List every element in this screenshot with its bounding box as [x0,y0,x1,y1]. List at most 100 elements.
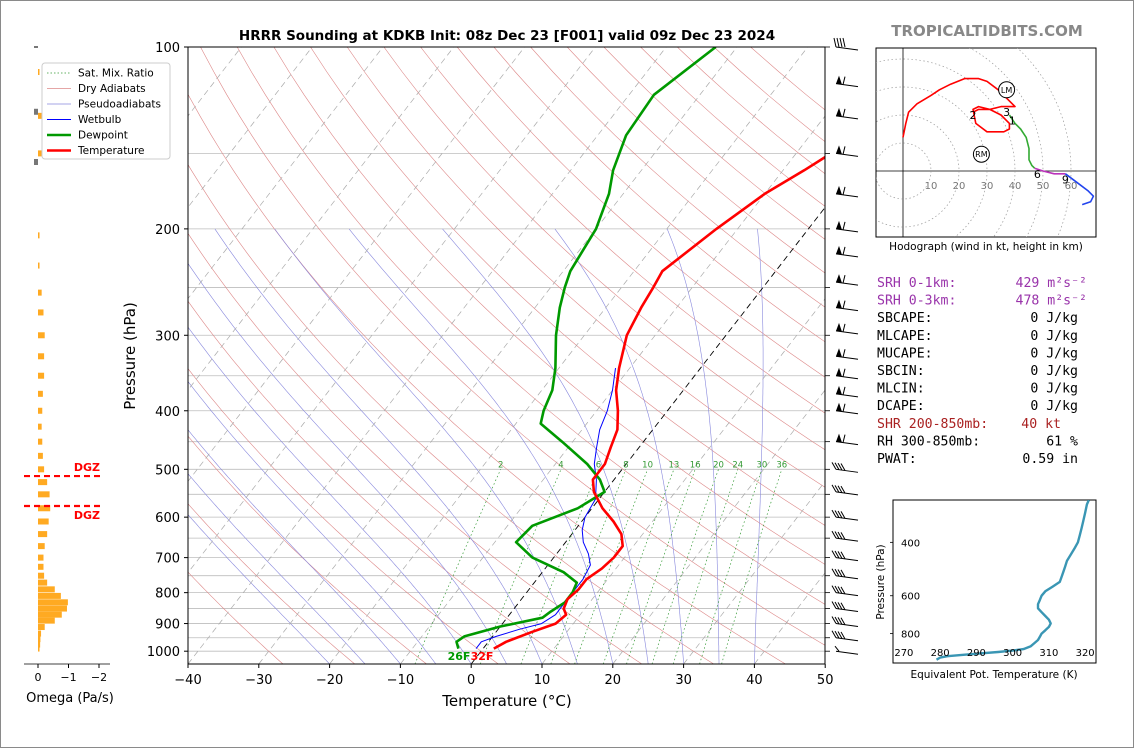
theta-e-x-tick: 310 [1039,648,1058,659]
omega-bar [38,579,48,586]
index-value: 61 % [1046,434,1078,449]
omega-axis-mark [34,46,38,48]
wind-barb [831,550,859,562]
wind-barb [835,322,859,335]
omega-bar [38,332,45,339]
hodograph-ring [876,86,988,237]
skewt-axes-frame [187,46,826,665]
legend-label: Sat. Mix. Ratio [78,68,154,80]
wind-barb [835,145,859,157]
index-value: 40 kt [1021,417,1061,432]
index-label: RH 300-850mb: [877,434,980,449]
hodograph-ring [876,142,932,200]
mixing-ratio-label: 2 [498,460,503,470]
omega-bar [38,407,43,414]
y-tick-label: 300 [155,329,180,344]
hodograph-ring-label: 60 [1065,181,1078,192]
wind-barb [831,462,859,473]
y-tick-label: 500 [155,463,180,478]
wind-barb [831,568,859,580]
hodograph-ring-label: 30 [981,181,994,192]
hodograph-height-label: 2 [970,109,977,122]
omega-bar [38,423,42,430]
hodograph-trace [1034,167,1066,175]
wind-barb [835,274,859,286]
omega-bar [38,592,61,599]
mixing-ratio-label: 13 [668,460,679,470]
mixing-ratio-label: 10 [642,460,653,470]
index-label: SRH 0-3km: [877,294,956,309]
omega-bar [38,572,45,579]
legend-box [41,62,171,160]
x-tick-label: 10 [534,673,551,688]
omega-bar [38,641,41,648]
omega-bar [38,586,55,593]
omega-bar [38,69,40,76]
legend-label: Pseudoadiabats [78,99,161,111]
wind-barb [835,433,859,446]
background-lines [188,47,825,664]
omega-bar [38,636,41,643]
omega-bar [38,645,40,652]
x-tick-label: 30 [675,673,692,688]
hodograph-trace [902,77,1016,138]
omega-axis-mark [34,158,38,165]
mixing-ratio-label: 24 [732,460,743,470]
omega-bar [38,112,42,119]
legend-label: Wetbulb [78,114,122,126]
mixing-ratio-label: 4 [558,460,563,470]
hodograph-height-label: 9 [1062,173,1069,186]
storm-motion-label: RM [975,150,988,159]
omega-bar [38,554,44,561]
theta-e-x-tick: 280 [931,648,950,659]
y-tick-label: 1000 [147,645,180,660]
omega-bar [38,390,43,397]
wind-barb [831,585,859,597]
omega-bar [38,605,67,612]
skewt-axes: −40 −30 −20 −10 0 10 20 30 40 50 100 200 300 400 500 60… [147,41,834,688]
x-tick-label: 40 [746,673,763,688]
theta-e-y-tick: 600 [901,592,920,603]
storm-motion-marker [998,81,1016,99]
omega-bar [38,479,48,486]
indices-table: SRH 0-1km: 429 m²s⁻² SRH 0-3km: 478 m²s⁻² SB… [877,276,1087,467]
y-tick-label: 600 [155,511,180,526]
x-tick-label: 20 [605,673,622,688]
wind-barb [835,245,859,258]
theta-e-x-tick: 300 [1003,648,1022,659]
mixing-ratio-label: 20 [713,460,724,470]
wind-barb [831,630,859,642]
watermark: TROPICALTIDBITS.COM [891,22,1083,40]
index-value: 0.59 in [1022,452,1078,467]
mixing-ratio-label: 30 [756,460,767,470]
omega-bar [38,624,45,631]
wind-barb [831,530,859,542]
index-label: SHR 200-850mb: [877,417,988,432]
index-label: SBCAPE: [877,311,933,326]
surface-dewpoint-label: 26F [448,650,471,663]
omega-bar [38,438,43,445]
y-axis-label: Pressure (hPa) [121,302,139,410]
index-label: MLCIN: [877,382,925,397]
wind-barb [835,367,859,380]
hodograph-ring-label: 50 [1037,181,1050,192]
index-label: SBCIN: [877,364,925,379]
omega-bar [38,289,42,296]
y-tick-label: 100 [155,41,180,56]
index-value: 0 J/kg [1030,399,1078,414]
x-tick-label: −10 [387,673,414,688]
theta-e-y-tick: 400 [901,538,920,549]
omega-bar [38,309,44,316]
theta-e-line [935,500,1090,661]
index-label: MUCAPE: [877,346,933,361]
omega-bar [38,617,55,624]
surface-temperature-label: 32F [471,650,494,663]
hodograph-ring-label: 10 [925,181,938,192]
hodograph-ring [876,114,960,228]
omega-tick-label: 0 [35,671,42,684]
hodograph-height-label: 1 [1009,115,1016,128]
wind-barb [831,601,859,613]
omega-bar [38,563,44,570]
mixing-ratio-labels: 2 4 6 8 10 13 16 20 24 30 36 [498,460,787,470]
